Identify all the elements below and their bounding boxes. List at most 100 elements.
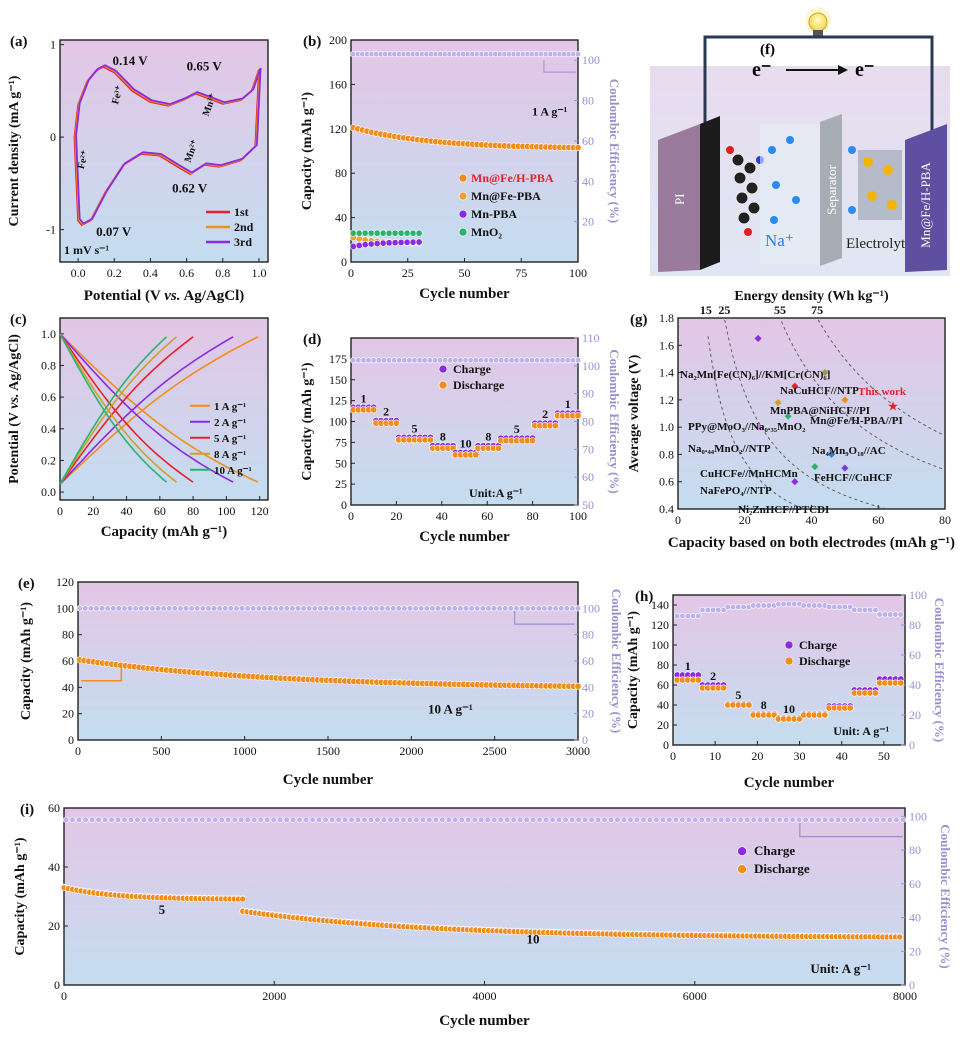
ce-point bbox=[339, 605, 346, 612]
ce-point bbox=[390, 605, 397, 612]
x-tick-label: 50 bbox=[459, 266, 471, 280]
ce-point bbox=[350, 357, 357, 364]
ce-point bbox=[836, 603, 843, 611]
y2-axis-label: Coulombic Efficiency (%) bbox=[607, 79, 622, 223]
redox-label: Fe³⁺ bbox=[110, 84, 125, 105]
x-axis-label: Cycle number bbox=[283, 772, 374, 788]
chart-e-cycling: 0 500 1000 1500 2000 2500 30000204060801001200… bbox=[18, 575, 624, 788]
data-point bbox=[391, 229, 399, 237]
data-point bbox=[409, 238, 417, 246]
x-axis-label-part: vs. bbox=[164, 288, 180, 304]
discharge-curve bbox=[59, 333, 194, 483]
ce-point bbox=[720, 606, 727, 614]
ce-point bbox=[704, 606, 711, 614]
ce-point bbox=[328, 605, 335, 612]
ce-point bbox=[744, 816, 751, 823]
y2-axis-label: Coulombic Efficiency (%) bbox=[609, 589, 624, 733]
chart-i-cycling: 0 2000 4000 6000 80000204060020406080100Coul… bbox=[13, 801, 953, 1029]
y-tick-label: 40 bbox=[48, 860, 60, 874]
data-point bbox=[827, 450, 836, 458]
ce-point bbox=[679, 612, 686, 620]
data-point bbox=[355, 241, 363, 249]
ce-point bbox=[110, 605, 117, 612]
y-tick-label: 0.4 bbox=[41, 422, 56, 436]
x-tick-label: 100 bbox=[569, 509, 587, 523]
legend-label: 2 A g⁻¹ bbox=[214, 417, 246, 429]
ce-point bbox=[765, 602, 773, 609]
charge-curve bbox=[59, 336, 168, 485]
separator-label: Separator bbox=[824, 164, 839, 214]
y2-tick-label: 40 bbox=[909, 678, 921, 692]
ce-point bbox=[216, 605, 223, 612]
y-tick-label: 40 bbox=[62, 680, 74, 694]
ce-point bbox=[452, 816, 459, 823]
ce-point bbox=[821, 816, 829, 823]
ce-point bbox=[413, 816, 420, 823]
ce-point bbox=[69, 816, 76, 823]
ce-point bbox=[426, 816, 433, 823]
data-point bbox=[774, 399, 782, 407]
ce-point bbox=[562, 816, 569, 823]
ce-point bbox=[194, 605, 201, 612]
ce-point bbox=[188, 605, 195, 612]
ce-point bbox=[493, 357, 500, 364]
ce-point bbox=[400, 816, 407, 823]
legend-label: Discharge bbox=[799, 654, 851, 668]
discharge-point bbox=[896, 933, 904, 941]
y2-tick-label: 40 bbox=[909, 911, 921, 925]
y-tick-label: 0 bbox=[50, 130, 56, 144]
ce-point bbox=[718, 816, 725, 823]
right-electrode-label: Mn@Fe/H-PBA bbox=[918, 162, 933, 248]
ce-point bbox=[153, 816, 161, 823]
ce-point bbox=[740, 603, 747, 611]
ce-point bbox=[811, 602, 818, 609]
ce-point bbox=[227, 605, 234, 612]
x-tick-label: 40 bbox=[436, 509, 448, 523]
ce-point bbox=[212, 816, 219, 823]
ce-point bbox=[502, 605, 509, 612]
ce-point bbox=[104, 605, 111, 612]
external-circuit-wire bbox=[703, 35, 934, 140]
data-point bbox=[415, 238, 423, 246]
y-tick-label: 25 bbox=[335, 477, 347, 491]
ce-point bbox=[471, 816, 478, 823]
ce-point bbox=[385, 357, 393, 364]
legend-label: 10 A g⁻¹ bbox=[214, 465, 252, 477]
discharge-point bbox=[720, 684, 728, 692]
ce-point bbox=[182, 605, 190, 612]
x-tick-label: 1.0 bbox=[251, 266, 266, 280]
ce-point bbox=[588, 816, 595, 823]
point-label: PPy@MoO₃//Na₀.₃₅MnO₂ bbox=[688, 421, 806, 433]
ce-point bbox=[724, 816, 731, 823]
y2-tick-label: 90 bbox=[582, 387, 594, 401]
ce-point bbox=[861, 606, 869, 614]
ce-point bbox=[517, 816, 524, 823]
rate-label: 5 bbox=[514, 422, 520, 436]
ce-point bbox=[541, 605, 548, 612]
ce-point bbox=[439, 816, 446, 823]
y2-tick-label: 70 bbox=[582, 442, 594, 456]
legend-marker bbox=[458, 191, 468, 201]
discharge-point bbox=[796, 715, 804, 723]
panel-label-f: (f) bbox=[760, 42, 775, 58]
x-axis-label: Potential (V vs. Ag/AgCl) bbox=[84, 288, 245, 304]
ce-point bbox=[238, 816, 245, 823]
y-tick-label: 50 bbox=[335, 456, 347, 470]
x-tick-label: 40 bbox=[806, 513, 818, 527]
panel-label-i: (i) bbox=[20, 802, 34, 818]
ce-point bbox=[627, 816, 634, 823]
ce-point bbox=[574, 51, 582, 58]
ce-point bbox=[672, 816, 679, 823]
ce-point bbox=[465, 816, 472, 823]
isoline-label: 55 bbox=[774, 303, 786, 317]
ce-point bbox=[429, 605, 436, 612]
charge-curve bbox=[59, 336, 234, 485]
ce-point bbox=[179, 816, 186, 823]
ce-point bbox=[485, 605, 492, 612]
rate-label: 5 bbox=[735, 688, 741, 702]
y-tick-label: 0.4 bbox=[659, 502, 674, 516]
ce-point bbox=[484, 816, 491, 823]
ce-point bbox=[816, 602, 823, 609]
x-tick-label: 30 bbox=[794, 749, 806, 763]
ce-point bbox=[854, 816, 861, 823]
